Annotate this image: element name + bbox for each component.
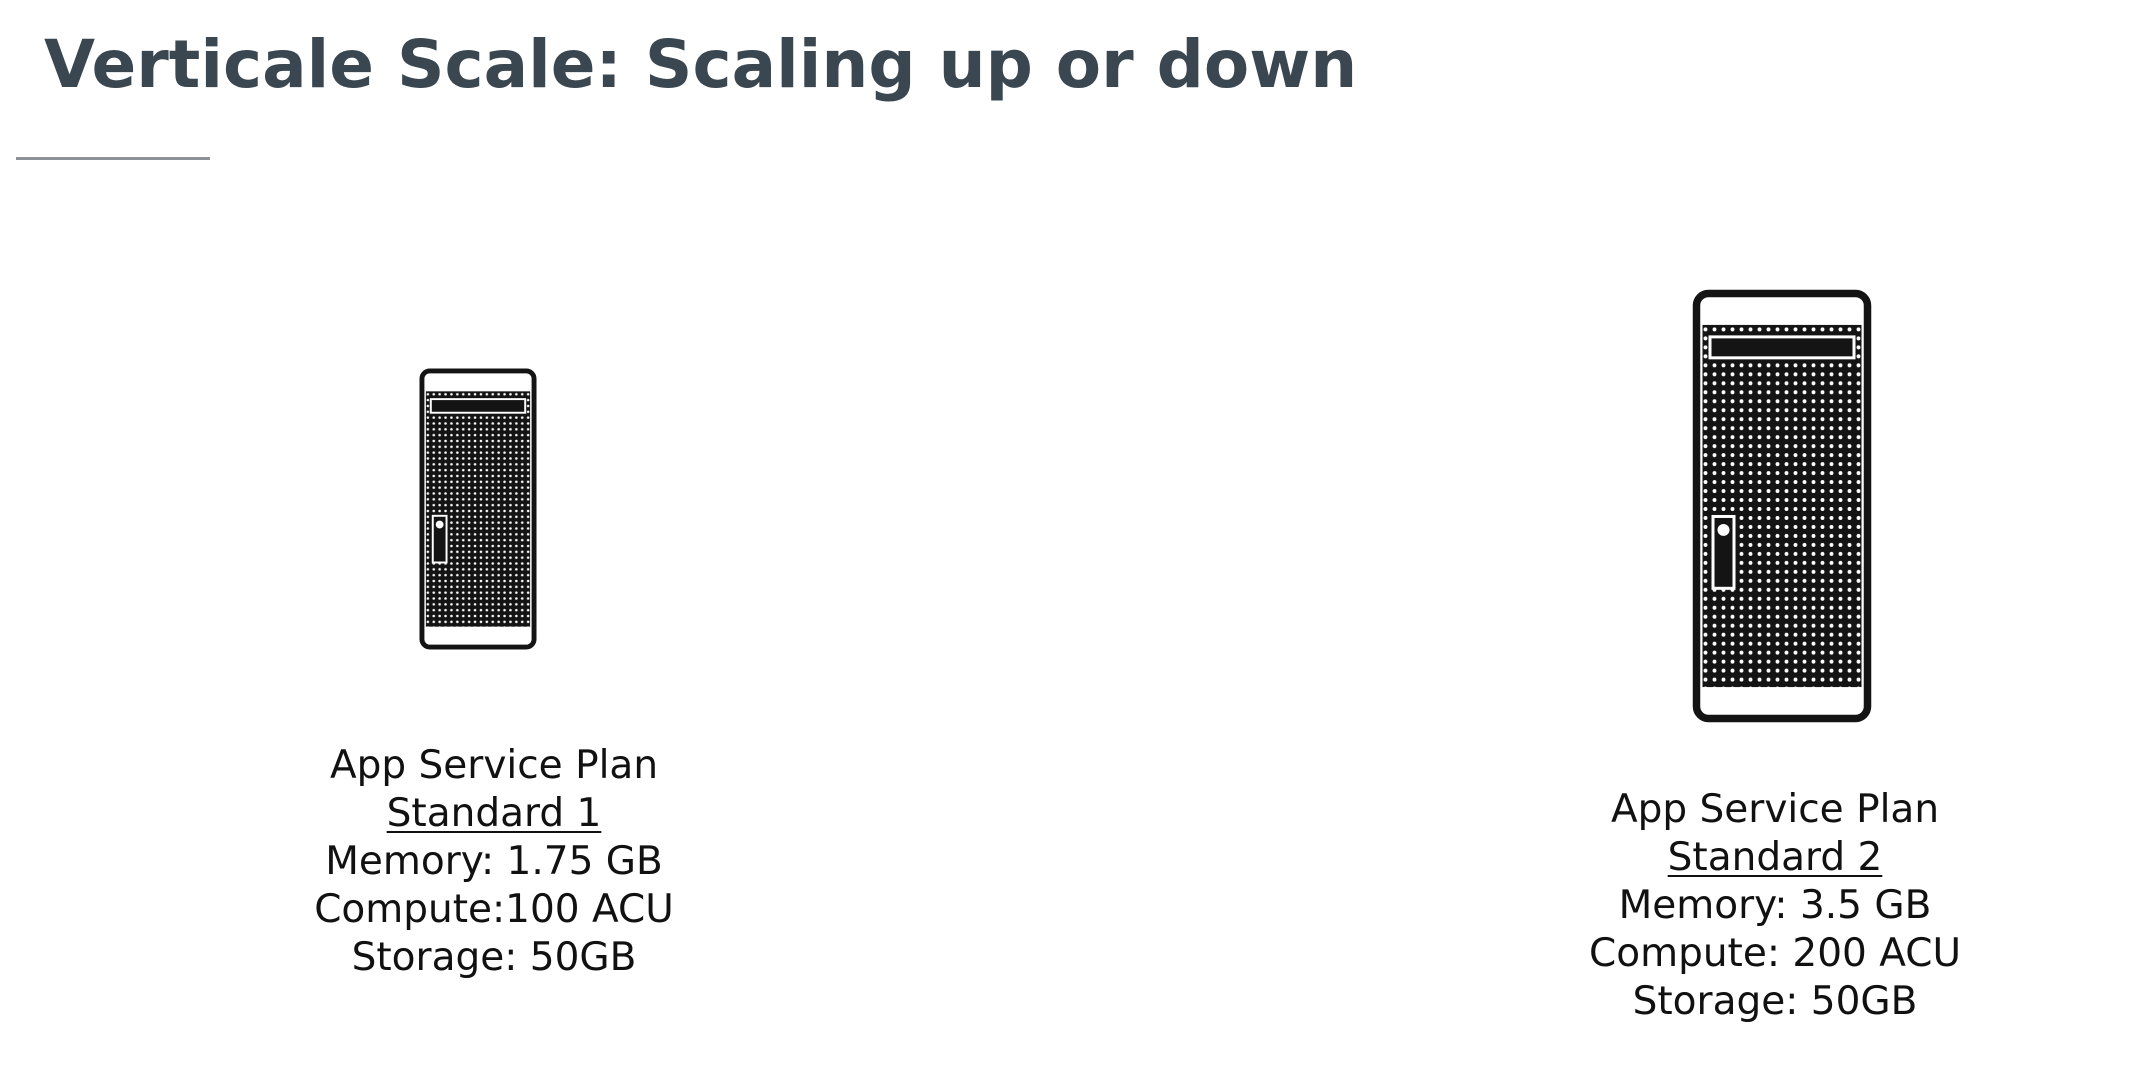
server-tower-icon: [419, 368, 537, 650]
plan-compute: Compute: 200 ACU: [1589, 931, 1961, 976]
plan-compute: Compute:100 ACU: [314, 887, 674, 932]
server-tower-icon: [1692, 289, 1872, 723]
plan-storage: Storage: 50GB: [351, 935, 637, 980]
plan-storage: Storage: 50GB: [1632, 979, 1918, 1024]
plan-standard-2-caption: App Service Plan Standard 2 Memory: 3.5 …: [1555, 786, 1995, 1026]
plan-heading: App Service Plan: [1610, 787, 1940, 832]
title-underline-divider: [16, 157, 210, 160]
plan-tier: Standard 2: [1667, 835, 1883, 880]
plan-tier: Standard 1: [386, 791, 602, 836]
plan-memory: Memory: 3.5 GB: [1618, 883, 1932, 928]
slide-title: Verticale Scale: Scaling up or down: [44, 26, 1358, 103]
plan-heading: App Service Plan: [329, 743, 659, 788]
plan-standard-1-caption: App Service Plan Standard 1 Memory: 1.75…: [274, 742, 714, 982]
plan-memory: Memory: 1.75 GB: [325, 839, 663, 884]
